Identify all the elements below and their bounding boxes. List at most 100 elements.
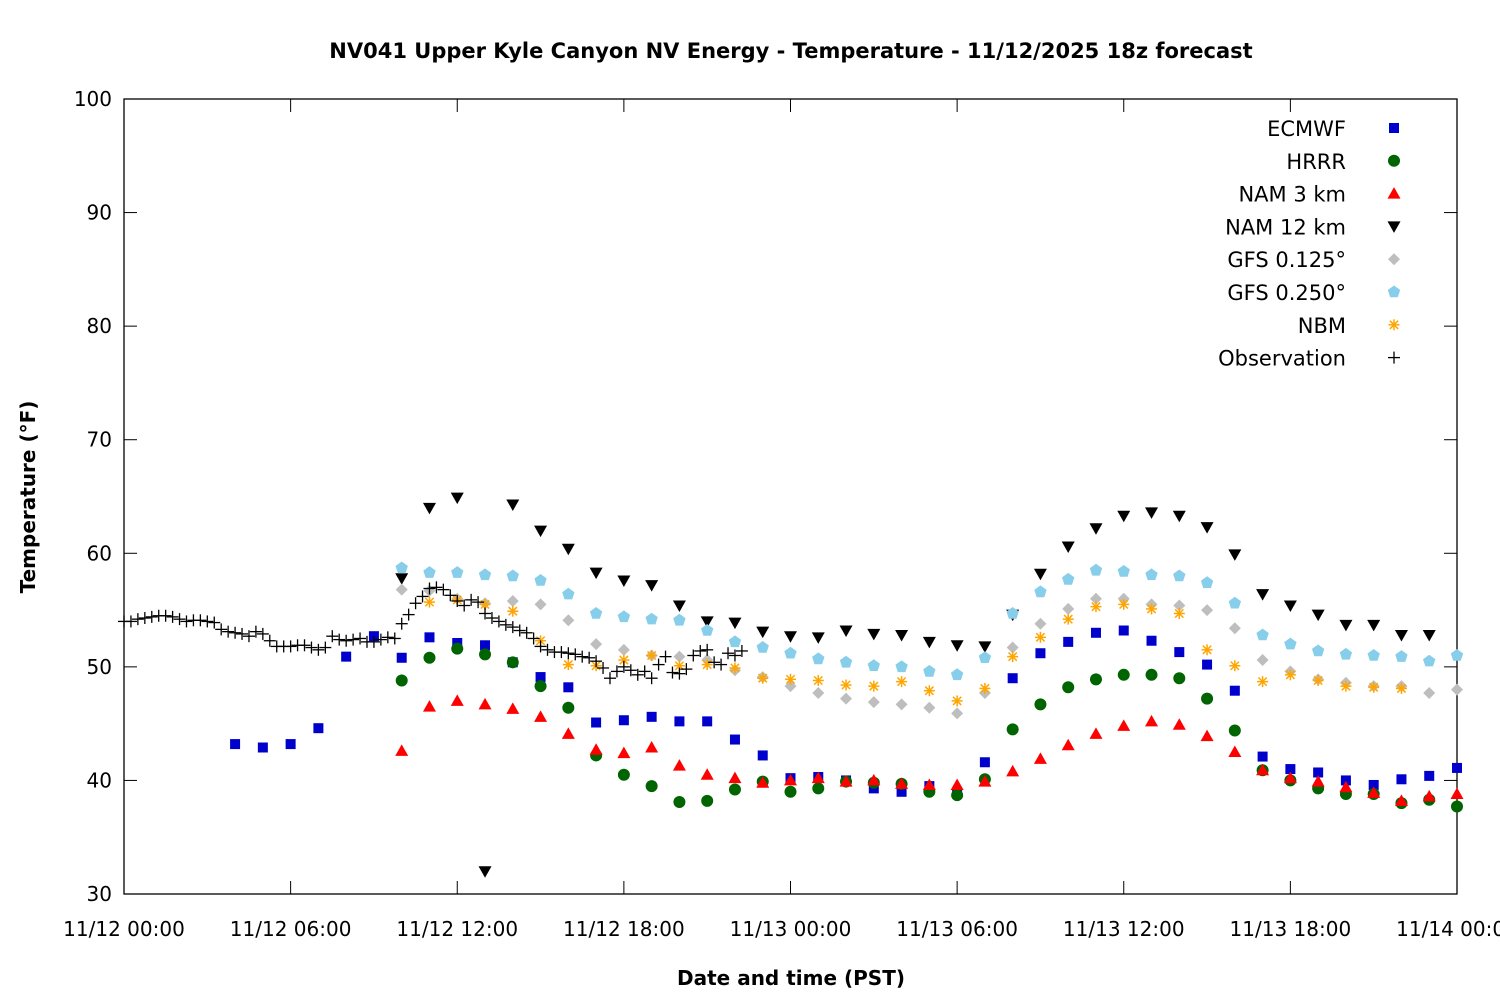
data-point-nbm [1257, 676, 1269, 688]
data-point-gfs-0-250 [895, 660, 908, 673]
data-point-ecmwf [285, 739, 296, 750]
data-point-hrrr [1228, 724, 1241, 737]
data-point-observation [333, 633, 346, 646]
data-point-nam-12-km [784, 631, 797, 643]
legend-marker-nam-12-km [1387, 221, 1401, 233]
data-point-gfs-0-250 [1395, 650, 1408, 662]
data-point-gfs-0-125 [1451, 683, 1463, 696]
data-point-nam-12-km [922, 636, 936, 649]
data-point-gfs-0-250 [867, 659, 880, 671]
data-point-observation [722, 647, 735, 660]
data-point-nbm [979, 682, 991, 694]
data-point-gfs-0-125 [1423, 686, 1436, 699]
data-point-gfs-0-125 [534, 598, 547, 611]
data-point-nbm [1284, 669, 1296, 681]
data-point-hrrr [1006, 723, 1019, 736]
data-point-nam-12-km [1117, 510, 1131, 523]
data-point-nam-12-km [1422, 630, 1436, 642]
data-point-nam-3-km [561, 727, 575, 739]
data-point-ecmwf [729, 734, 740, 745]
data-point-nam-12-km [1061, 541, 1075, 553]
data-point-gfs-0-125 [867, 696, 880, 709]
data-point-gfs-0-250 [812, 652, 825, 665]
y-tick-label: 50 [87, 655, 112, 679]
data-point-observation [159, 609, 172, 622]
data-point-observation [326, 630, 339, 643]
data-point-nam-3-km [700, 768, 714, 780]
chart-title: NV041 Upper Kyle Canyon NV Energy - Temp… [329, 39, 1252, 63]
data-point-nam-3-km [1367, 786, 1381, 798]
data-point-hrrr [701, 794, 714, 807]
y-tick-label: 40 [87, 768, 112, 792]
data-point-observation [479, 607, 492, 620]
data-point-ecmwf [1118, 625, 1129, 636]
data-point-observation [256, 627, 269, 640]
data-point-gfs-0-250 [923, 664, 936, 677]
data-point-nam-3-km [895, 777, 909, 789]
data-point-observation [347, 633, 360, 646]
data-point-gfs-0-250 [1228, 596, 1241, 609]
data-point-nam-12-km [1394, 630, 1408, 642]
legend-marker-gfs-0-125 [1388, 253, 1400, 266]
data-point-observation [208, 616, 221, 629]
data-point-nam-12-km [839, 625, 853, 638]
data-point-nbm [1340, 680, 1352, 692]
data-point-hrrr [423, 651, 436, 664]
data-point-nam-12-km [478, 866, 492, 878]
data-point-nam-3-km [867, 773, 881, 786]
data-point-observation [499, 618, 512, 631]
data-point-ecmwf [1257, 751, 1268, 762]
data-point-gfs-0-125 [1173, 599, 1186, 612]
data-point-nam-3-km [1422, 789, 1436, 802]
data-point-observation [472, 596, 485, 609]
data-point-gfs-0-125 [1228, 622, 1241, 635]
data-point-ecmwf [1202, 659, 1213, 670]
data-point-nam-3-km [1145, 714, 1159, 727]
data-point-observation [236, 627, 249, 640]
data-point-nam-12-km [589, 567, 603, 580]
data-point-observation [534, 640, 547, 653]
legend-label-gfs-0-125: GFS 0.125° [1227, 248, 1346, 272]
data-point-ecmwf [1452, 762, 1462, 773]
plot-area [118, 492, 1464, 878]
data-point-observation [645, 672, 658, 685]
data-point-nam-12-km [1033, 568, 1047, 581]
data-point-nam-3-km [922, 778, 936, 790]
data-point-ecmwf [313, 723, 324, 734]
data-point-ecmwf [1174, 647, 1185, 658]
data-point-observation [541, 643, 554, 656]
data-point-observation [388, 632, 401, 645]
data-point-observation [263, 634, 276, 647]
legend-label-ecmwf: ECMWF [1267, 117, 1346, 141]
data-point-observation [701, 643, 714, 656]
data-point-nam-12-km [645, 580, 659, 592]
data-point-ecmwf [1340, 775, 1351, 786]
x-tick-label: 11/13 00:00 [730, 917, 852, 941]
legend-marker-nbm [1388, 319, 1400, 331]
data-point-observation [354, 632, 367, 645]
data-point-gfs-0-125 [895, 698, 908, 711]
y-axis-label: Temperature (°F) [16, 401, 40, 594]
data-point-observation [284, 640, 297, 653]
data-point-ecmwf [1313, 767, 1324, 778]
data-point-nam-3-km [506, 702, 520, 714]
data-point-gfs-0-250 [451, 566, 464, 578]
data-point-hrrr [479, 648, 492, 661]
data-point-nbm [562, 659, 574, 671]
data-point-nam-12-km [700, 616, 714, 628]
data-point-observation [319, 641, 332, 654]
data-point-observation [569, 648, 582, 661]
data-point-gfs-0-250 [728, 635, 742, 648]
data-point-nbm [951, 695, 963, 707]
data-point-nbm [1395, 682, 1407, 694]
data-point-gfs-0-125 [1062, 602, 1075, 615]
data-point-observation [631, 668, 644, 681]
data-point-observation [624, 664, 637, 677]
data-point-nbm [729, 662, 741, 674]
data-point-ecmwf [979, 757, 990, 768]
data-point-ecmwf [1063, 636, 1074, 647]
data-point-nam-3-km [589, 743, 603, 755]
y-tick-label: 80 [87, 314, 112, 338]
data-point-nam-3-km [839, 775, 853, 787]
